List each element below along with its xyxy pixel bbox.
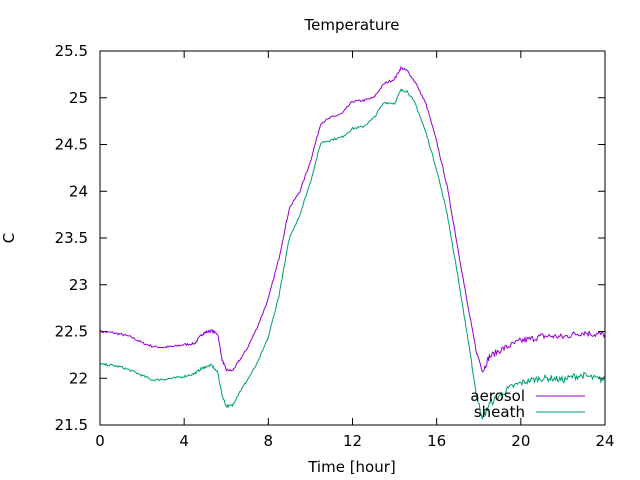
x-tick-label: 16 [427,432,446,450]
x-tick-label: 24 [595,432,614,450]
legend-label-sheath: sheath [474,403,525,421]
x-tick-label: 4 [179,432,189,450]
x-tick-label: 0 [95,432,105,450]
series-lines [99,65,606,420]
series-line-aerosol [99,65,606,373]
axis-ticks: 0 4 8 12 16 20 24 21.5 22 22.5 23 23.5 24 24.5 25 25.5 [55,42,615,450]
y-tick-label: 22 [69,369,88,387]
x-tick-label: 8 [264,432,274,450]
y-tick-label: 22.5 [55,323,88,341]
y-tick-label: 25.5 [55,42,88,60]
x-axis-label: Time [hour] [307,458,396,476]
y-tick-label: 25 [69,89,88,107]
x-tick-label: 20 [511,432,530,450]
y-tick-label: 21.5 [55,416,88,434]
legend-label-aerosol: aerosol [470,387,525,405]
y-tick-label: 23.5 [55,229,88,247]
series-line-sheath [99,88,606,420]
plot-frame [99,50,606,426]
y-axis-label: C [0,233,18,243]
y-tick-label: 24.5 [55,136,88,154]
x-tick-label: 12 [343,432,362,450]
y-tick-label: 24 [69,182,88,200]
chart-title: Temperature [303,16,399,34]
y-tick-label: 23 [69,276,88,294]
